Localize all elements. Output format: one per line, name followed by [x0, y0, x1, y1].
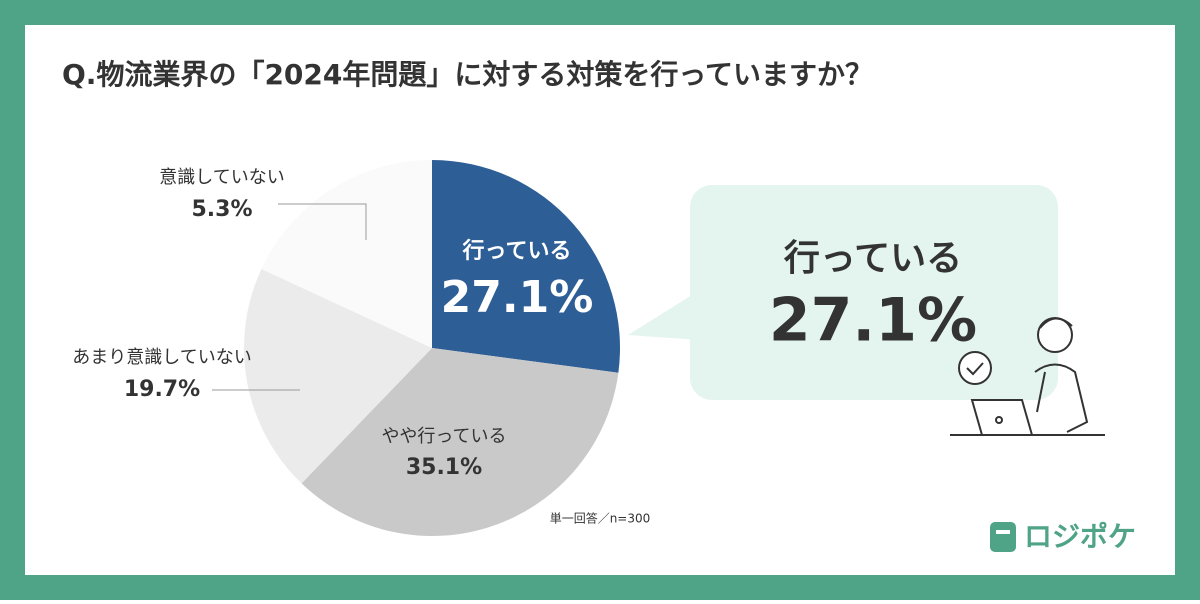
callout-pointer	[628, 290, 700, 340]
slice-label: やや行っている	[381, 426, 506, 447]
callout	[690, 185, 1058, 400]
slice-label: 意識していない	[159, 167, 284, 188]
leader-line	[278, 203, 367, 240]
note: 単一回答／n=300	[550, 511, 651, 526]
slice-label: 行っている	[462, 238, 572, 264]
slice-value: 35.1%	[406, 455, 482, 480]
pie-slice	[432, 160, 620, 373]
slice-label: あまり意識していない	[72, 347, 251, 368]
person-illustration	[950, 317, 1105, 436]
callout-label: 行っている	[784, 238, 962, 279]
logo: ロジポケ	[1024, 520, 1136, 553]
pie-slice	[244, 269, 432, 484]
callout-value: 27.1%	[769, 286, 977, 356]
slice-value: 27.1%	[441, 272, 594, 323]
slice-value: 19.7%	[124, 377, 200, 402]
pie-slice	[301, 348, 619, 536]
chart-title: Q.物流業界の「2024年問題」に対する対策を行っていますか？	[62, 58, 873, 91]
logo-mark	[990, 522, 1016, 552]
slice-value: 5.3%	[191, 197, 252, 222]
pie	[244, 160, 620, 536]
pie-slice	[261, 217, 432, 348]
